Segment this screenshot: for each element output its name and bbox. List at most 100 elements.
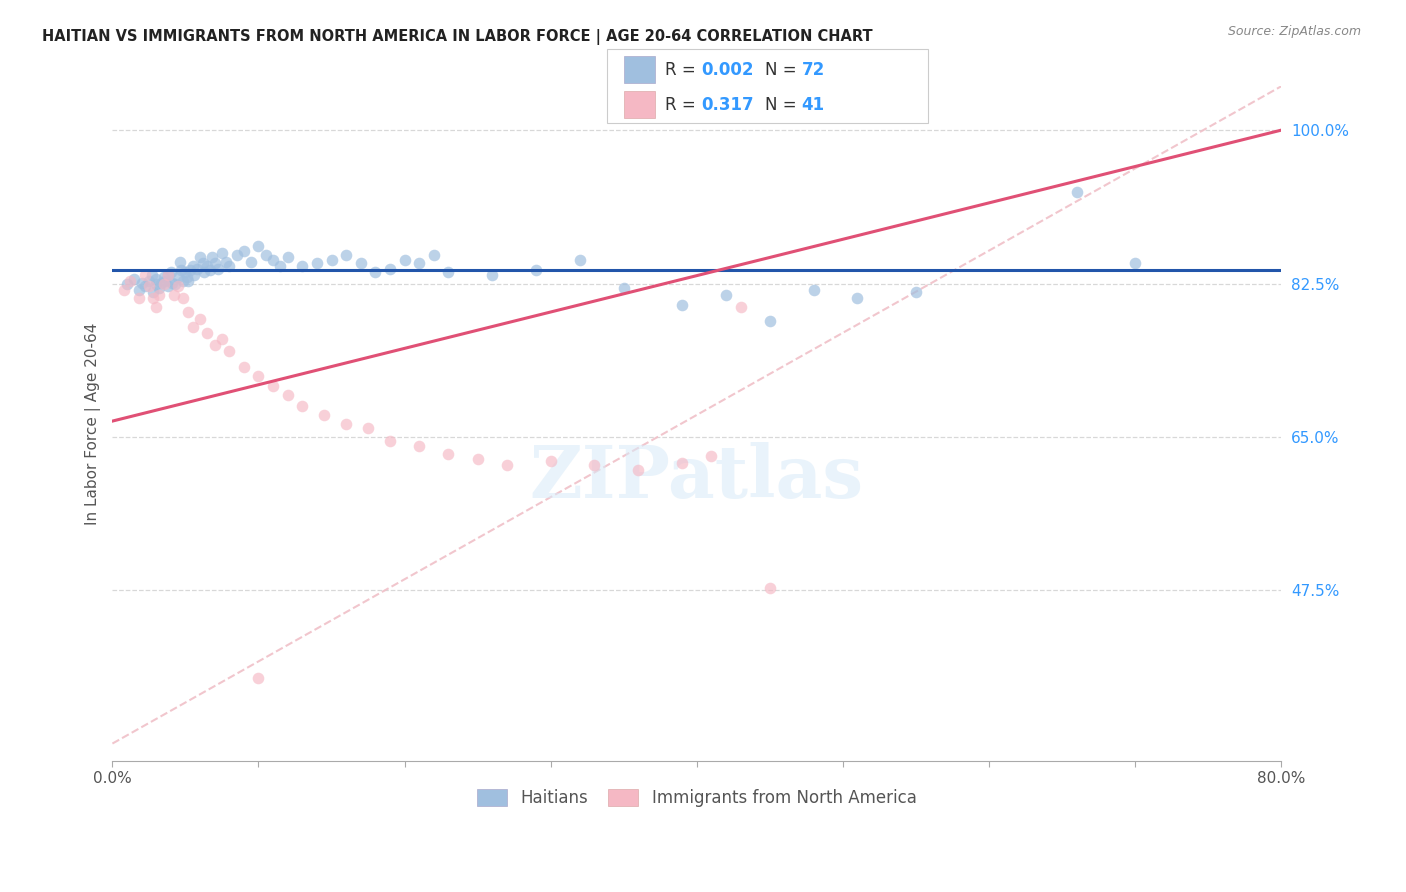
Point: [172, 292, 194, 306]
Point: [177, 274, 200, 288]
Point: [467, 451, 489, 466]
Point: [128, 283, 150, 297]
Point: [218, 343, 240, 358]
Point: [179, 263, 201, 277]
Point: [423, 247, 446, 261]
Point: [195, 259, 218, 273]
Point: [215, 254, 238, 268]
Point: [138, 279, 160, 293]
Y-axis label: In Labor Force | Age 20-64: In Labor Force | Age 20-64: [86, 323, 101, 524]
Point: [183, 268, 205, 282]
Point: [156, 279, 179, 293]
Point: [314, 408, 336, 422]
Text: N =: N =: [765, 95, 801, 113]
Point: [568, 252, 591, 267]
Point: [145, 300, 167, 314]
Point: [437, 447, 460, 461]
Text: HAITIAN VS IMMIGRANTS FROM NORTH AMERICA IN LABOR FORCE | AGE 20-64 CORRELATION : HAITIAN VS IMMIGRANTS FROM NORTH AMERICA…: [42, 29, 873, 45]
Point: [700, 449, 723, 463]
Point: [170, 263, 193, 277]
Point: [148, 281, 170, 295]
Point: [1123, 256, 1146, 270]
Point: [408, 256, 430, 270]
Point: [112, 283, 135, 297]
Point: [378, 261, 401, 276]
Point: [145, 277, 167, 291]
Point: [148, 288, 170, 302]
Point: [156, 268, 179, 282]
Point: [1066, 185, 1088, 199]
Point: [124, 272, 146, 286]
Text: Source: ZipAtlas.com: Source: ZipAtlas.com: [1227, 25, 1361, 38]
Point: [188, 311, 211, 326]
Point: [627, 463, 650, 477]
Point: [378, 434, 401, 449]
Point: [247, 368, 270, 383]
Point: [269, 259, 291, 273]
Point: [177, 305, 200, 319]
Point: [181, 320, 204, 334]
Point: [174, 265, 197, 279]
Point: [138, 274, 160, 288]
Point: [195, 326, 218, 341]
Point: [247, 239, 270, 253]
Point: [128, 292, 150, 306]
Point: [321, 252, 343, 267]
Point: [149, 276, 172, 290]
Point: [163, 288, 186, 302]
Point: [193, 265, 215, 279]
Text: ZIPatlas: ZIPatlas: [530, 442, 863, 513]
Point: [232, 244, 254, 258]
Point: [162, 276, 184, 290]
Point: [211, 332, 233, 346]
Text: R =: R =: [665, 95, 706, 113]
Point: [277, 250, 299, 264]
Point: [232, 359, 254, 374]
Point: [186, 261, 208, 276]
Point: [495, 458, 517, 472]
Legend: Haitians, Immigrants from North America: Haitians, Immigrants from North America: [471, 782, 924, 814]
Point: [118, 274, 141, 288]
Point: [200, 263, 222, 277]
Point: [188, 250, 211, 264]
Point: [759, 314, 782, 328]
Point: [240, 254, 263, 268]
Point: [671, 456, 693, 470]
Point: [204, 256, 226, 270]
Point: [481, 268, 503, 282]
Point: [904, 285, 927, 300]
Point: [350, 256, 373, 270]
Point: [730, 300, 752, 314]
Point: [134, 279, 156, 293]
Point: [540, 454, 562, 468]
Point: [262, 252, 284, 267]
Point: [152, 270, 174, 285]
Point: [167, 279, 190, 293]
Point: [156, 268, 179, 282]
Text: 72: 72: [801, 61, 825, 78]
Point: [172, 274, 194, 288]
Point: [167, 270, 190, 285]
Point: [262, 379, 284, 393]
Point: [225, 247, 247, 261]
Point: [201, 250, 224, 264]
Point: [134, 268, 156, 282]
Point: [357, 421, 380, 435]
Point: [803, 283, 825, 297]
Text: 0.002: 0.002: [702, 61, 754, 78]
Point: [291, 259, 314, 273]
Point: [145, 272, 167, 286]
Point: [714, 288, 737, 302]
Point: [131, 276, 153, 290]
Point: [759, 581, 782, 595]
Point: [277, 388, 299, 402]
Point: [335, 417, 357, 431]
Text: 41: 41: [801, 95, 824, 113]
Point: [254, 247, 277, 261]
Point: [671, 298, 693, 312]
Point: [218, 259, 240, 273]
Point: [165, 277, 187, 292]
Point: [204, 338, 226, 352]
Point: [207, 261, 229, 276]
Point: [524, 263, 547, 277]
